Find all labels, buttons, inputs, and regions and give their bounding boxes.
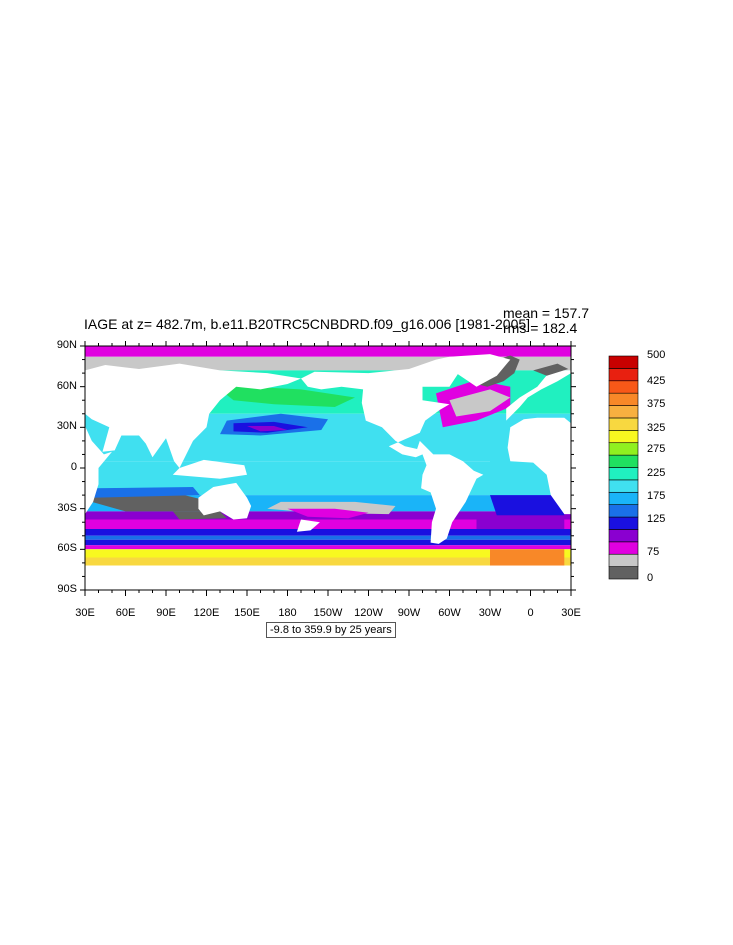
land-3	[172, 459, 247, 479]
colorbar-box	[608, 566, 639, 580]
mean-stat: mean = 157.7	[503, 305, 590, 321]
colorbar-box	[608, 516, 639, 530]
land-8	[85, 565, 571, 590]
satl-blue	[490, 495, 565, 516]
y-tick-label: 90N	[56, 339, 77, 351]
colorbar-box	[608, 392, 639, 406]
y-tick-label: 60N	[56, 379, 77, 392]
antarctic-band	[85, 557, 571, 566]
southern-band	[85, 535, 571, 540]
colorbar-box	[608, 430, 639, 444]
y-tick-label: 60S	[57, 542, 77, 555]
rms-stat: rms = 182.4	[503, 320, 578, 336]
x-tick-label: 150W	[313, 607, 343, 619]
colorbar-box	[608, 529, 639, 543]
colorbar-label: 0	[647, 572, 654, 584]
indian-dark	[172, 511, 227, 520]
colorbar-label: 375	[647, 397, 666, 410]
y-tick-label: 30S	[57, 501, 77, 514]
colorbar-box	[608, 380, 639, 394]
colorbar-box	[608, 355, 639, 369]
land-7	[507, 417, 571, 515]
x-tick-label: 60E	[115, 607, 136, 619]
colorbar-box	[608, 479, 639, 493]
colorbar	[608, 355, 639, 580]
colorbar-label: 75	[647, 545, 660, 558]
colorbar-box	[608, 454, 639, 468]
colorbar-box	[608, 504, 639, 518]
colorbar-label: 225	[647, 467, 666, 480]
y-tick-label: 0	[70, 461, 77, 473]
land-6	[506, 370, 571, 421]
x-tick-label: 90W	[397, 607, 421, 619]
x-tick-label: 60W	[438, 607, 461, 619]
colorbar-box	[608, 368, 639, 382]
land-1	[85, 426, 112, 515]
southern-band	[85, 545, 571, 550]
colorbar-box	[608, 467, 639, 481]
land-9	[296, 519, 320, 532]
land-2	[198, 482, 252, 520]
colorbar-label: 325	[647, 421, 666, 434]
antarctic-band	[85, 549, 571, 558]
weddell-orange	[490, 549, 565, 566]
y-tick-label: 30N	[56, 420, 77, 433]
plot-title: IAGE at z= 482.7m, b.e11.B20TRC5CNBDRD.f…	[84, 316, 531, 332]
colorbar-box	[608, 541, 639, 555]
colorbar-label: 500	[647, 349, 666, 361]
x-tick-label: 30E	[561, 607, 581, 619]
colorbar-box	[608, 491, 639, 505]
x-tick-label: 30E	[75, 607, 95, 619]
natl-gray	[449, 389, 511, 417]
x-tick-label: 120W	[354, 607, 383, 619]
colorbar-box	[608, 405, 639, 419]
x-tick-label: 30W	[478, 607, 502, 619]
southern-band	[85, 529, 571, 536]
spac-magenta	[287, 508, 369, 519]
x-tick-label: 180	[278, 607, 297, 619]
land-mask	[85, 354, 571, 590]
colorbar-box	[608, 417, 639, 431]
x-tick-label: 120E	[193, 607, 220, 619]
x-tick-label: 150E	[234, 607, 260, 619]
npac-gyre	[247, 426, 288, 432]
colorbar-box	[608, 442, 639, 456]
x-tick-label: 90E	[156, 607, 176, 619]
colorbar-label: 425	[647, 375, 666, 388]
indian-blue	[91, 487, 200, 498]
contour-info-box: -9.8 to 359.9 by 25 years	[266, 622, 396, 638]
colorbar-label: 125	[647, 512, 666, 525]
y-tick-label: 90S	[57, 583, 77, 595]
satl-purple	[476, 515, 565, 529]
axis-ticks	[80, 341, 576, 596]
arctic-band	[85, 346, 571, 357]
colorbar-label: 175	[647, 490, 666, 503]
land-0	[85, 363, 301, 468]
x-tick-label: 0	[527, 607, 534, 619]
colorbar-label: 275	[647, 443, 666, 456]
land-5	[449, 354, 511, 387]
southern-band	[85, 539, 571, 546]
npac-subpolar	[213, 384, 355, 407]
land-4	[301, 356, 484, 544]
arctic-dark	[533, 363, 569, 376]
colorbar-box	[608, 553, 639, 567]
